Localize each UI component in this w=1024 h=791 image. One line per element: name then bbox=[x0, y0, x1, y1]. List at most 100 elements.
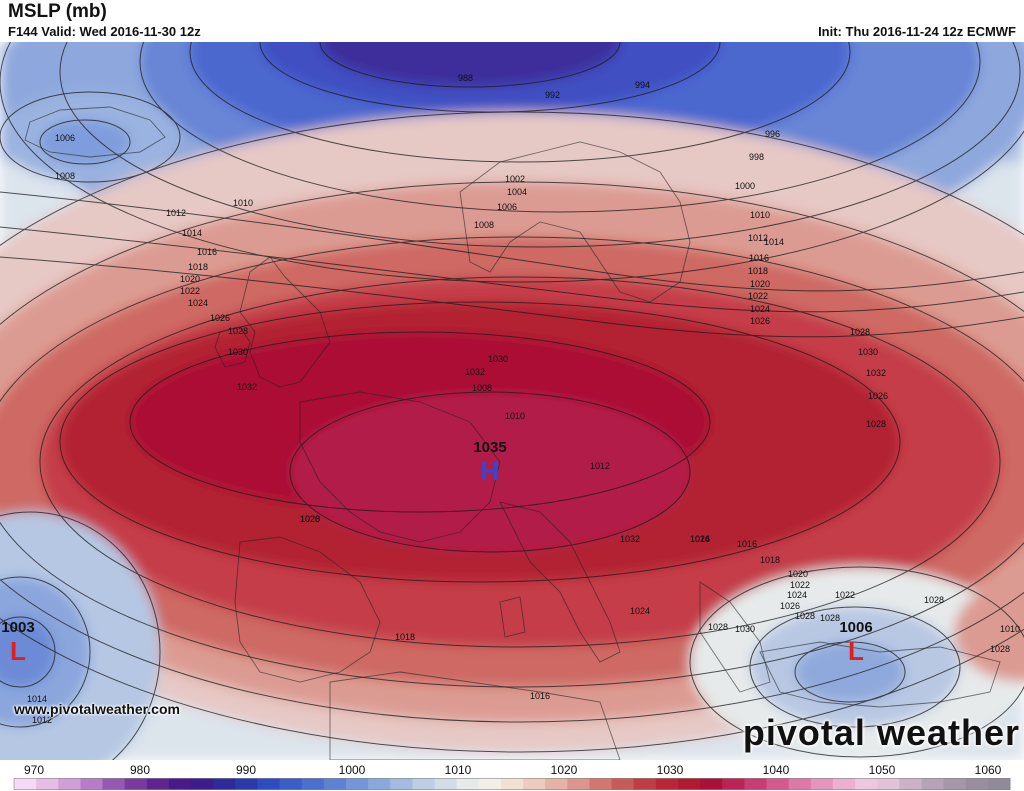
init-time: Init: Thu 2016-11-24 12z ECMWF bbox=[818, 24, 1016, 39]
isobar-label: 1006 bbox=[497, 202, 517, 212]
color-scale-swatch bbox=[899, 778, 922, 790]
color-scale-swatch bbox=[213, 778, 236, 790]
isobar-label: 1032 bbox=[465, 367, 485, 377]
color-scale-swatch bbox=[855, 778, 878, 790]
isobar-label: 1012 bbox=[590, 461, 610, 471]
color-scale-swatch bbox=[434, 778, 458, 790]
color-scale-swatch bbox=[766, 778, 790, 790]
isobar-label: 1016 bbox=[749, 253, 769, 263]
color-scale-swatch bbox=[301, 778, 325, 790]
pressure-map-svg: 9889929949969981000100210041006100810101… bbox=[0, 42, 1024, 760]
color-scale-swatch bbox=[832, 778, 856, 790]
color-scale-swatch bbox=[14, 778, 37, 790]
isobar-label: 1030 bbox=[228, 347, 248, 357]
isobar-label: 988 bbox=[458, 73, 473, 83]
isobar-label: 1030 bbox=[488, 354, 508, 364]
isobar-label: 1024 bbox=[750, 304, 770, 314]
color-scale-swatch bbox=[987, 778, 1011, 790]
color-scale-swatch bbox=[655, 778, 679, 790]
isobar-label: 1016 bbox=[530, 691, 550, 701]
color-scale-swatch bbox=[810, 778, 834, 790]
color-scale-swatch bbox=[744, 778, 768, 790]
color-scale-swatch bbox=[456, 778, 480, 790]
low-pressure-symbol: L bbox=[10, 636, 26, 666]
isobar-label: 1028 bbox=[708, 622, 728, 632]
color-scale-swatch bbox=[102, 778, 126, 790]
isobar-label: 1014 bbox=[764, 237, 784, 247]
color-scale-swatch bbox=[943, 778, 967, 790]
color-scale-swatch bbox=[722, 778, 745, 790]
isobar-label: 1008 bbox=[55, 171, 75, 181]
brand-logo: pivotal weather bbox=[742, 712, 1020, 753]
isobar-label: 1016 bbox=[197, 247, 217, 257]
color-scale-swatch bbox=[368, 778, 391, 790]
color-scale: 970 980 990 1000 1010 1020 1030 1040 1050 1060 bbox=[0, 760, 1024, 791]
isobar-label: 1026 bbox=[780, 601, 800, 611]
isobar-label: 1010 bbox=[505, 411, 525, 421]
isobar-label: 1018 bbox=[748, 266, 768, 276]
color-scale-swatch bbox=[257, 778, 281, 790]
map-title: MSLP (mb) bbox=[8, 1, 107, 22]
color-scale-swatch bbox=[567, 778, 590, 790]
color-scale-swatch bbox=[279, 778, 303, 790]
isobar-label: 1026 bbox=[690, 534, 710, 544]
isobar-label: 1012 bbox=[32, 715, 52, 725]
isobar-label: 1004 bbox=[507, 187, 527, 197]
isobar-label: 1014 bbox=[27, 694, 47, 704]
isobar-label: 1028 bbox=[990, 644, 1010, 654]
isobar-label: 1026 bbox=[868, 391, 888, 401]
color-scale-swatch bbox=[146, 778, 170, 790]
isobar-label: 1032 bbox=[237, 382, 257, 392]
isobar-label: 1026 bbox=[210, 313, 230, 323]
valid-time: F144 Valid: Wed 2016-11-30 12z bbox=[8, 24, 201, 39]
color-scale-swatch bbox=[611, 778, 635, 790]
color-scale-swatch bbox=[478, 778, 502, 790]
color-scale-swatch bbox=[500, 778, 524, 790]
color-scale-tick-label: 1010 bbox=[444, 763, 472, 777]
color-scale-swatch bbox=[191, 778, 214, 790]
color-scale-tick-label: 1050 bbox=[868, 763, 896, 777]
color-scale-swatch bbox=[700, 778, 723, 790]
color-scale-swatch bbox=[523, 778, 546, 790]
isobar-label: 994 bbox=[635, 80, 650, 90]
isobar-label: 992 bbox=[545, 90, 560, 100]
isobar-label: 996 bbox=[765, 129, 780, 139]
isobar-label: 1032 bbox=[866, 368, 886, 378]
isobar-label: 1012 bbox=[166, 208, 186, 218]
isobar-label: 1030 bbox=[858, 347, 878, 357]
color-scale-tick-label: 1040 bbox=[762, 763, 790, 777]
isobar-label: 1010 bbox=[1000, 624, 1020, 634]
isobar-label: 1020 bbox=[180, 274, 200, 284]
color-scale-tick-label: 980 bbox=[129, 763, 151, 777]
color-scale-tick-label: 1000 bbox=[338, 763, 366, 777]
isobar-label: 1020 bbox=[750, 279, 770, 289]
isobar-label: 1022 bbox=[180, 286, 200, 296]
isobar-label: 1024 bbox=[630, 606, 650, 616]
isobar-label: 1024 bbox=[188, 298, 208, 308]
pressure-map: 988 992 994 996 998 1000 1002 1004 1006 1008 1010 1… bbox=[0, 42, 1024, 760]
website-url[interactable]: www.pivotalweather.com bbox=[14, 701, 180, 717]
isobar-label: 1008 bbox=[472, 383, 492, 393]
color-scale-swatch bbox=[545, 778, 568, 790]
isobar-label: 1000 bbox=[735, 181, 755, 191]
color-scale-tick-label: 990 bbox=[235, 763, 257, 777]
isobar-label: 1012 bbox=[748, 233, 768, 243]
header: MSLP (mb) F144 Valid: Wed 2016-11-30 12z… bbox=[0, 0, 1024, 42]
color-scale-swatch bbox=[323, 778, 347, 790]
color-scale-tick-label: 1020 bbox=[550, 763, 578, 777]
color-scale-swatch bbox=[921, 778, 945, 790]
color-scale-swatch bbox=[80, 778, 104, 790]
color-scale-swatch bbox=[965, 778, 989, 790]
color-scale-swatch bbox=[788, 778, 812, 790]
isobar-label: 1028 bbox=[850, 327, 870, 337]
isobar-label: 1028 bbox=[866, 419, 886, 429]
isobar-label: 1006 bbox=[55, 133, 75, 143]
isobar-label: 1022 bbox=[835, 590, 855, 600]
isobar-label: 1024 bbox=[787, 590, 807, 600]
pressure-center-value: 1006 bbox=[839, 619, 872, 636]
isobar-label: 1008 bbox=[474, 220, 494, 230]
color-scale-swatch bbox=[168, 778, 192, 790]
color-scale-tick-label: 1060 bbox=[974, 763, 1002, 777]
isobar-label: 1020 bbox=[788, 569, 808, 579]
isobar-label: 1018 bbox=[188, 262, 208, 272]
